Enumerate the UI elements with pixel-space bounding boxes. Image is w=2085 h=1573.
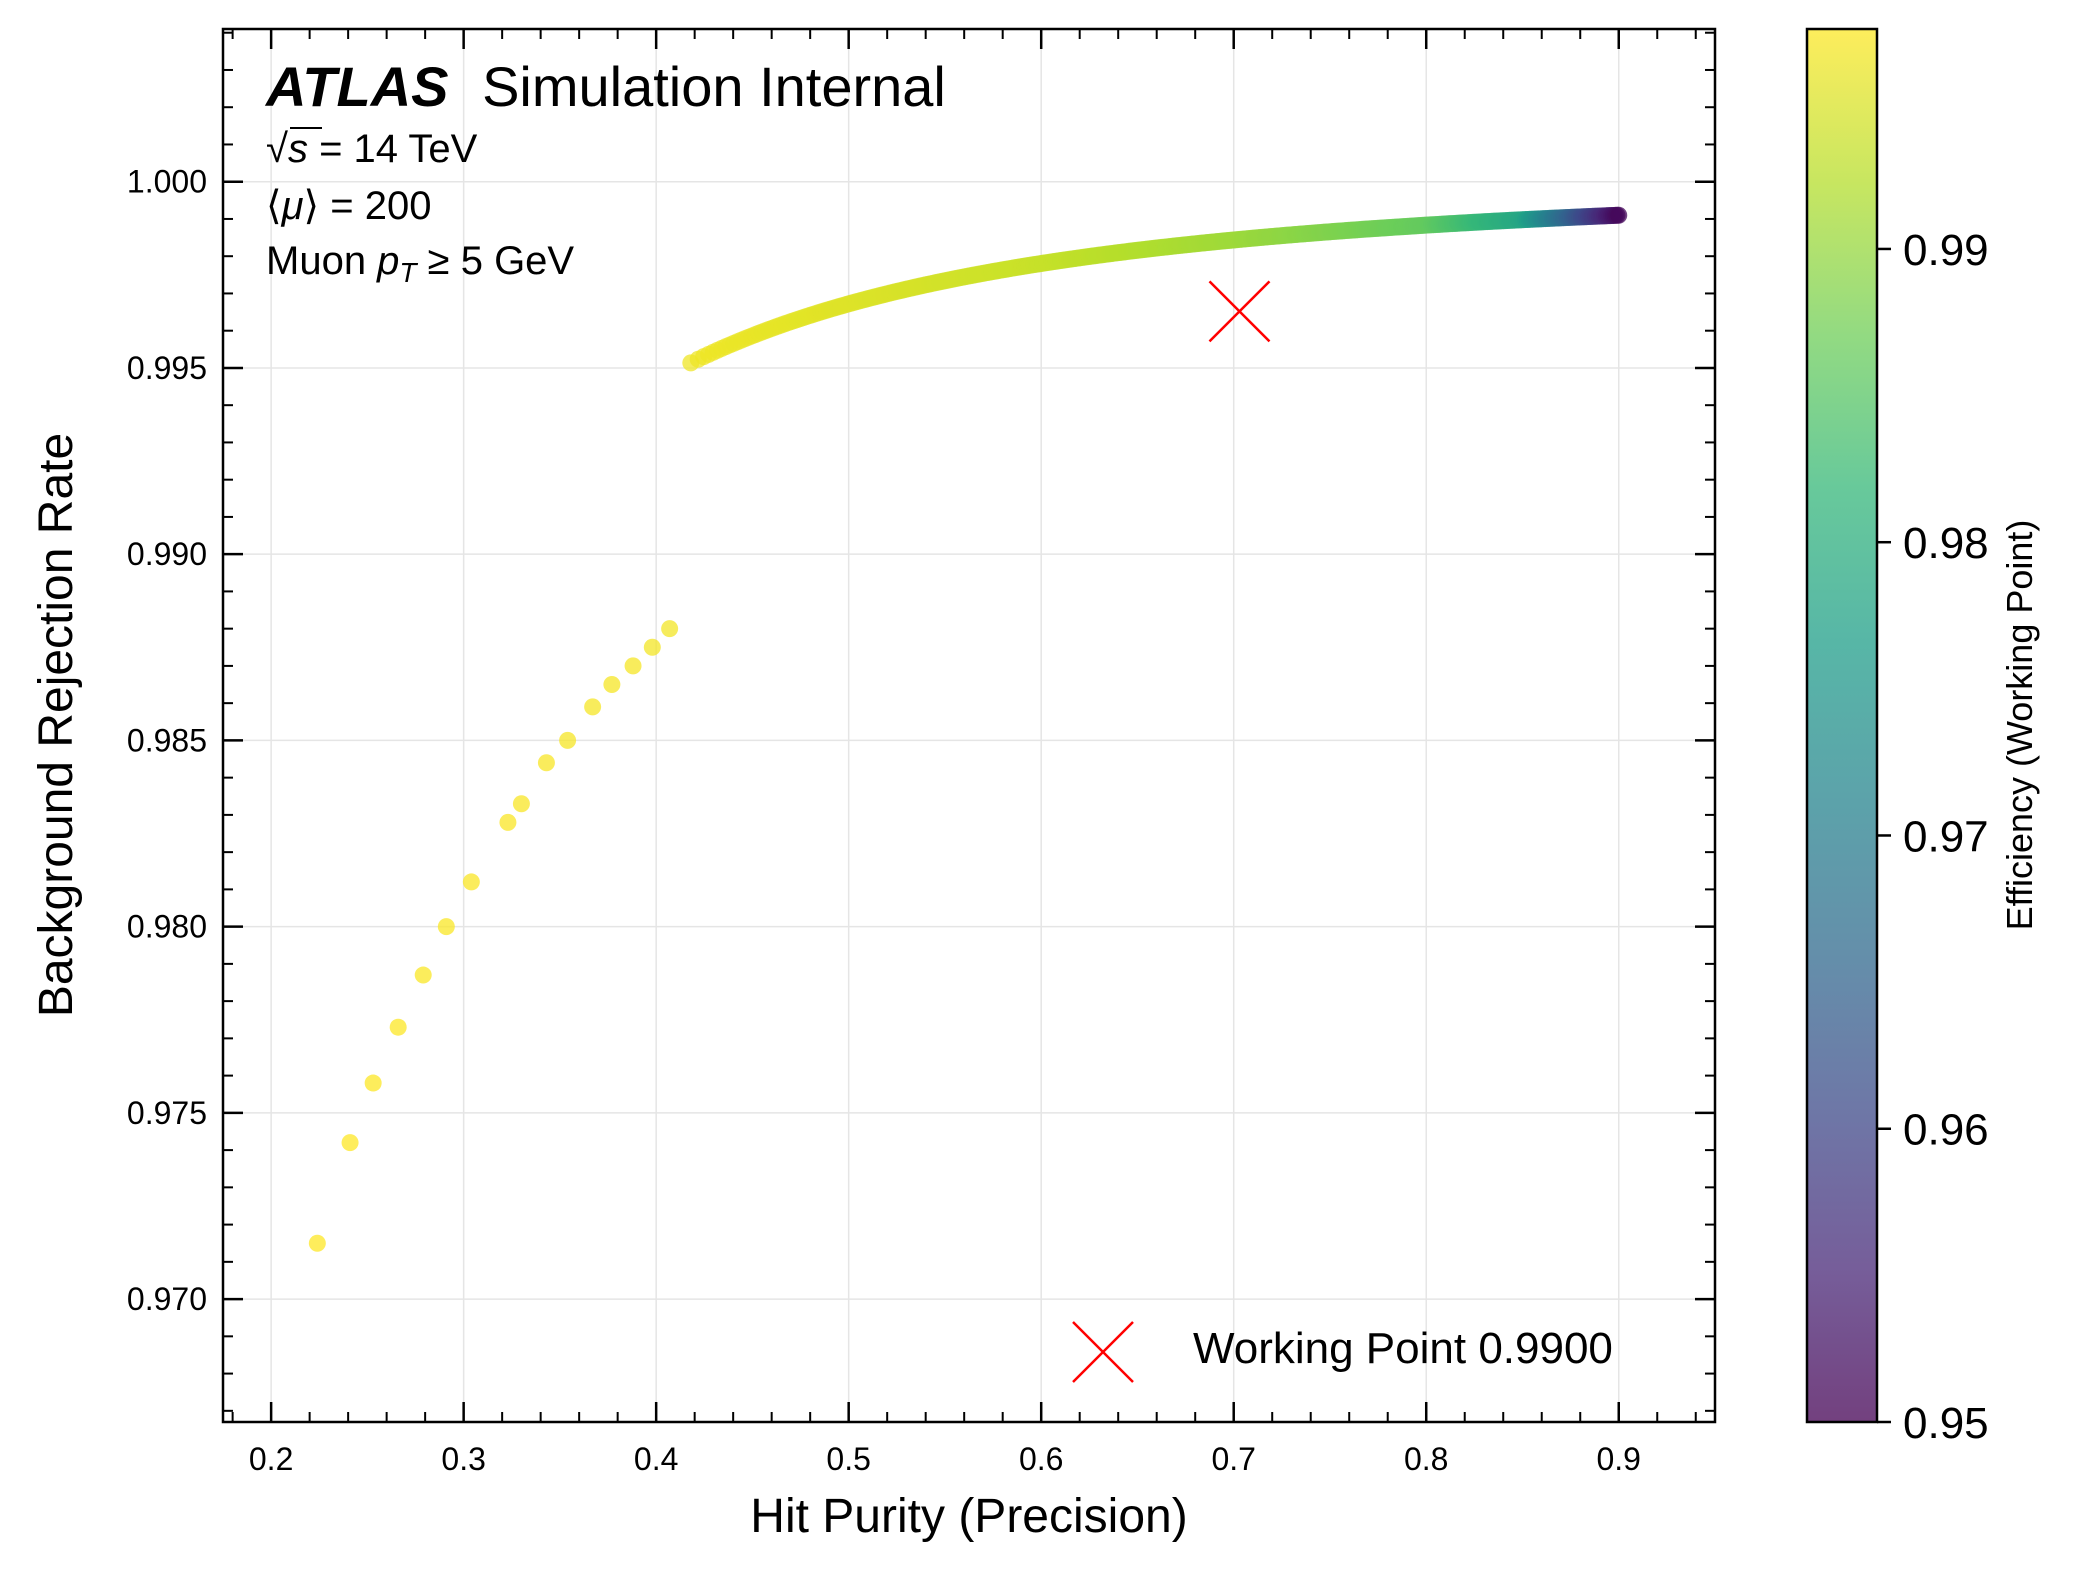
y-tick-labels: 0.970 0.975 0.980 0.985 0.990 0.995 1.000 xyxy=(127,164,207,1317)
y-tick-label: 0.990 xyxy=(127,536,207,572)
colorbar-label: Efficiency (Working Point) xyxy=(1999,520,2040,931)
status-label: Simulation Internal xyxy=(482,55,946,118)
x-axis-label: Hit Purity (Precision) xyxy=(750,1490,1187,1543)
pileup-label: ⟨μ⟩ = 200 xyxy=(266,184,431,228)
colorbar: 0.95 0.96 0.97 0.98 0.99 Efficiency (Working… xyxy=(1807,29,2040,1448)
colorbar-tick-label: 0.98 xyxy=(1903,519,1989,568)
colorbar-tick-label: 0.96 xyxy=(1903,1106,1989,1155)
y-tick-label: 0.995 xyxy=(127,350,207,386)
data-point xyxy=(463,873,480,890)
data-point xyxy=(559,732,576,749)
data-point xyxy=(438,918,455,935)
data-point xyxy=(538,754,555,771)
energy-label: √s = 14 TeV xyxy=(266,127,478,171)
data-point xyxy=(644,639,661,656)
plot-background xyxy=(223,29,1715,1422)
colorbar-ticks: 0.95 0.96 0.97 0.98 0.99 xyxy=(1877,226,1989,1448)
data-point xyxy=(415,967,432,984)
x-tick-label: 0.9 xyxy=(1596,1441,1640,1477)
colorbar-tick-label: 0.95 xyxy=(1903,1399,1989,1448)
data-point xyxy=(342,1134,359,1151)
x-tick-label: 0.6 xyxy=(1019,1441,1063,1477)
legend-entry-working-point: Working Point 0.9900 xyxy=(1193,1324,1613,1373)
y-tick-label: 0.980 xyxy=(127,909,207,945)
x-tick-label: 0.8 xyxy=(1404,1441,1448,1477)
data-point xyxy=(309,1235,326,1252)
data-point xyxy=(513,795,530,812)
colorbar-tick-label: 0.97 xyxy=(1903,812,1989,861)
colorbar-tick-label: 0.99 xyxy=(1903,226,1989,275)
x-tick-label: 0.4 xyxy=(634,1441,678,1477)
y-tick-label: 0.970 xyxy=(127,1281,207,1317)
y-tick-label: 0.975 xyxy=(127,1095,207,1131)
muon-cut-label: Muon pT ≥ 5 GeV xyxy=(266,239,574,288)
data-point xyxy=(499,814,516,831)
x-tick-labels: 0.2 0.3 0.4 0.5 0.6 0.7 0.8 0.9 xyxy=(249,1441,1641,1477)
x-tick-label: 0.5 xyxy=(826,1441,870,1477)
y-axis-label: Background Rejection Rate xyxy=(30,433,83,1017)
x-tick-label: 0.7 xyxy=(1211,1441,1255,1477)
data-point xyxy=(625,657,642,674)
data-point xyxy=(390,1019,407,1036)
experiment-label: ATLAS xyxy=(264,55,449,118)
y-tick-label: 0.985 xyxy=(127,722,207,758)
colorbar-gradient xyxy=(1807,29,1877,1422)
data-point xyxy=(365,1075,382,1092)
data-point xyxy=(1610,207,1627,224)
x-tick-label: 0.2 xyxy=(249,1441,293,1477)
data-point xyxy=(661,620,678,637)
data-point xyxy=(584,698,601,715)
data-point xyxy=(603,676,620,693)
y-tick-label: 1.000 xyxy=(127,164,207,200)
svg-text:ATLAS Simulation Interna: ATLAS Simulation Internal xyxy=(264,55,946,118)
x-tick-label: 0.3 xyxy=(441,1441,485,1477)
